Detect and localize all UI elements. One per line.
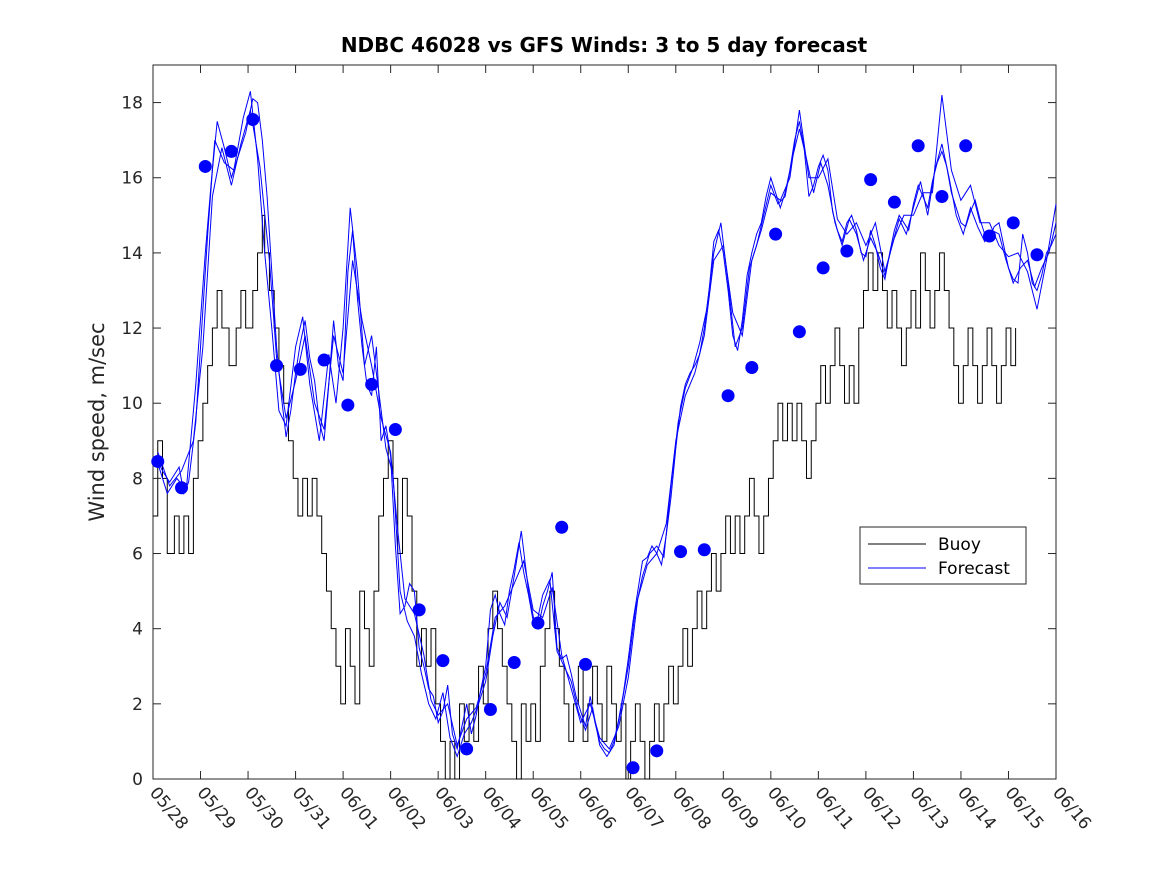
forecast-marker <box>626 761 640 775</box>
forecast-marker <box>341 398 355 412</box>
forecast-marker <box>151 454 165 468</box>
forecast-marker <box>270 359 284 373</box>
forecast-marker <box>578 657 592 671</box>
forecast-marker <box>959 139 973 153</box>
forecast-marker <box>911 139 925 153</box>
forecast-marker <box>1006 216 1020 230</box>
forecast-series-line-3 <box>157 95 1057 750</box>
y-tick-label: 16 <box>121 169 143 189</box>
y-tick-label: 2 <box>132 695 143 715</box>
forecast-marker <box>555 520 569 534</box>
forecast-marker <box>483 702 497 716</box>
chart-title: NDBC 46028 vs GFS Winds: 3 to 5 day fore… <box>341 33 868 57</box>
y-tick-label: 14 <box>121 244 143 264</box>
forecast-marker <box>224 144 238 158</box>
y-tick-label: 12 <box>121 319 143 339</box>
forecast-marker <box>650 744 664 758</box>
forecast-marker <box>365 377 379 391</box>
y-axis: 0 2 4 6 8 10 12 14 16 18 <box>121 94 1056 790</box>
forecast-marker <box>175 481 189 495</box>
plot-area <box>152 64 1057 780</box>
forecast-marker <box>935 190 949 204</box>
y-tick-label: 10 <box>121 394 143 414</box>
legend-forecast-label: Forecast <box>938 559 1010 579</box>
forecast-marker <box>1030 248 1044 262</box>
y-tick-label: 6 <box>132 545 143 565</box>
y-tick-label: 8 <box>132 469 143 489</box>
forecast-marker <box>293 362 307 376</box>
forecast-marker <box>388 423 402 437</box>
y-axis-label: Wind speed, m/sec <box>85 322 109 521</box>
forecast-marker <box>507 656 521 670</box>
forecast-marker <box>317 353 331 367</box>
buoy-series-line <box>153 214 1017 780</box>
forecast-marker <box>697 543 711 557</box>
legend: Buoy Forecast <box>859 526 1027 585</box>
legend-buoy-label: Buoy <box>938 535 981 555</box>
forecast-marker <box>745 361 759 375</box>
legend-box <box>859 526 1027 585</box>
plot-series-group <box>151 91 1057 780</box>
forecast-marker <box>721 389 735 403</box>
forecast-marker <box>769 227 783 241</box>
forecast-marker <box>840 244 854 258</box>
y-tick-label: 18 <box>121 94 143 114</box>
forecast-marker <box>246 112 260 126</box>
forecast-marker <box>198 159 212 173</box>
forecast-marker <box>412 603 426 617</box>
forecast-marker <box>864 173 878 187</box>
forecast-series-line-2 <box>157 91 1057 759</box>
forecast-marker <box>816 261 830 275</box>
forecast-marker <box>792 325 806 339</box>
forecast-marker <box>436 654 450 668</box>
forecast-marker <box>887 195 901 209</box>
y-tick-label: 4 <box>132 620 143 640</box>
forecast-marker <box>982 229 996 243</box>
y-tick-label: 0 <box>132 770 143 790</box>
forecast-marker <box>460 742 474 756</box>
forecast-marker <box>674 545 688 559</box>
forecast-marker <box>531 616 545 630</box>
